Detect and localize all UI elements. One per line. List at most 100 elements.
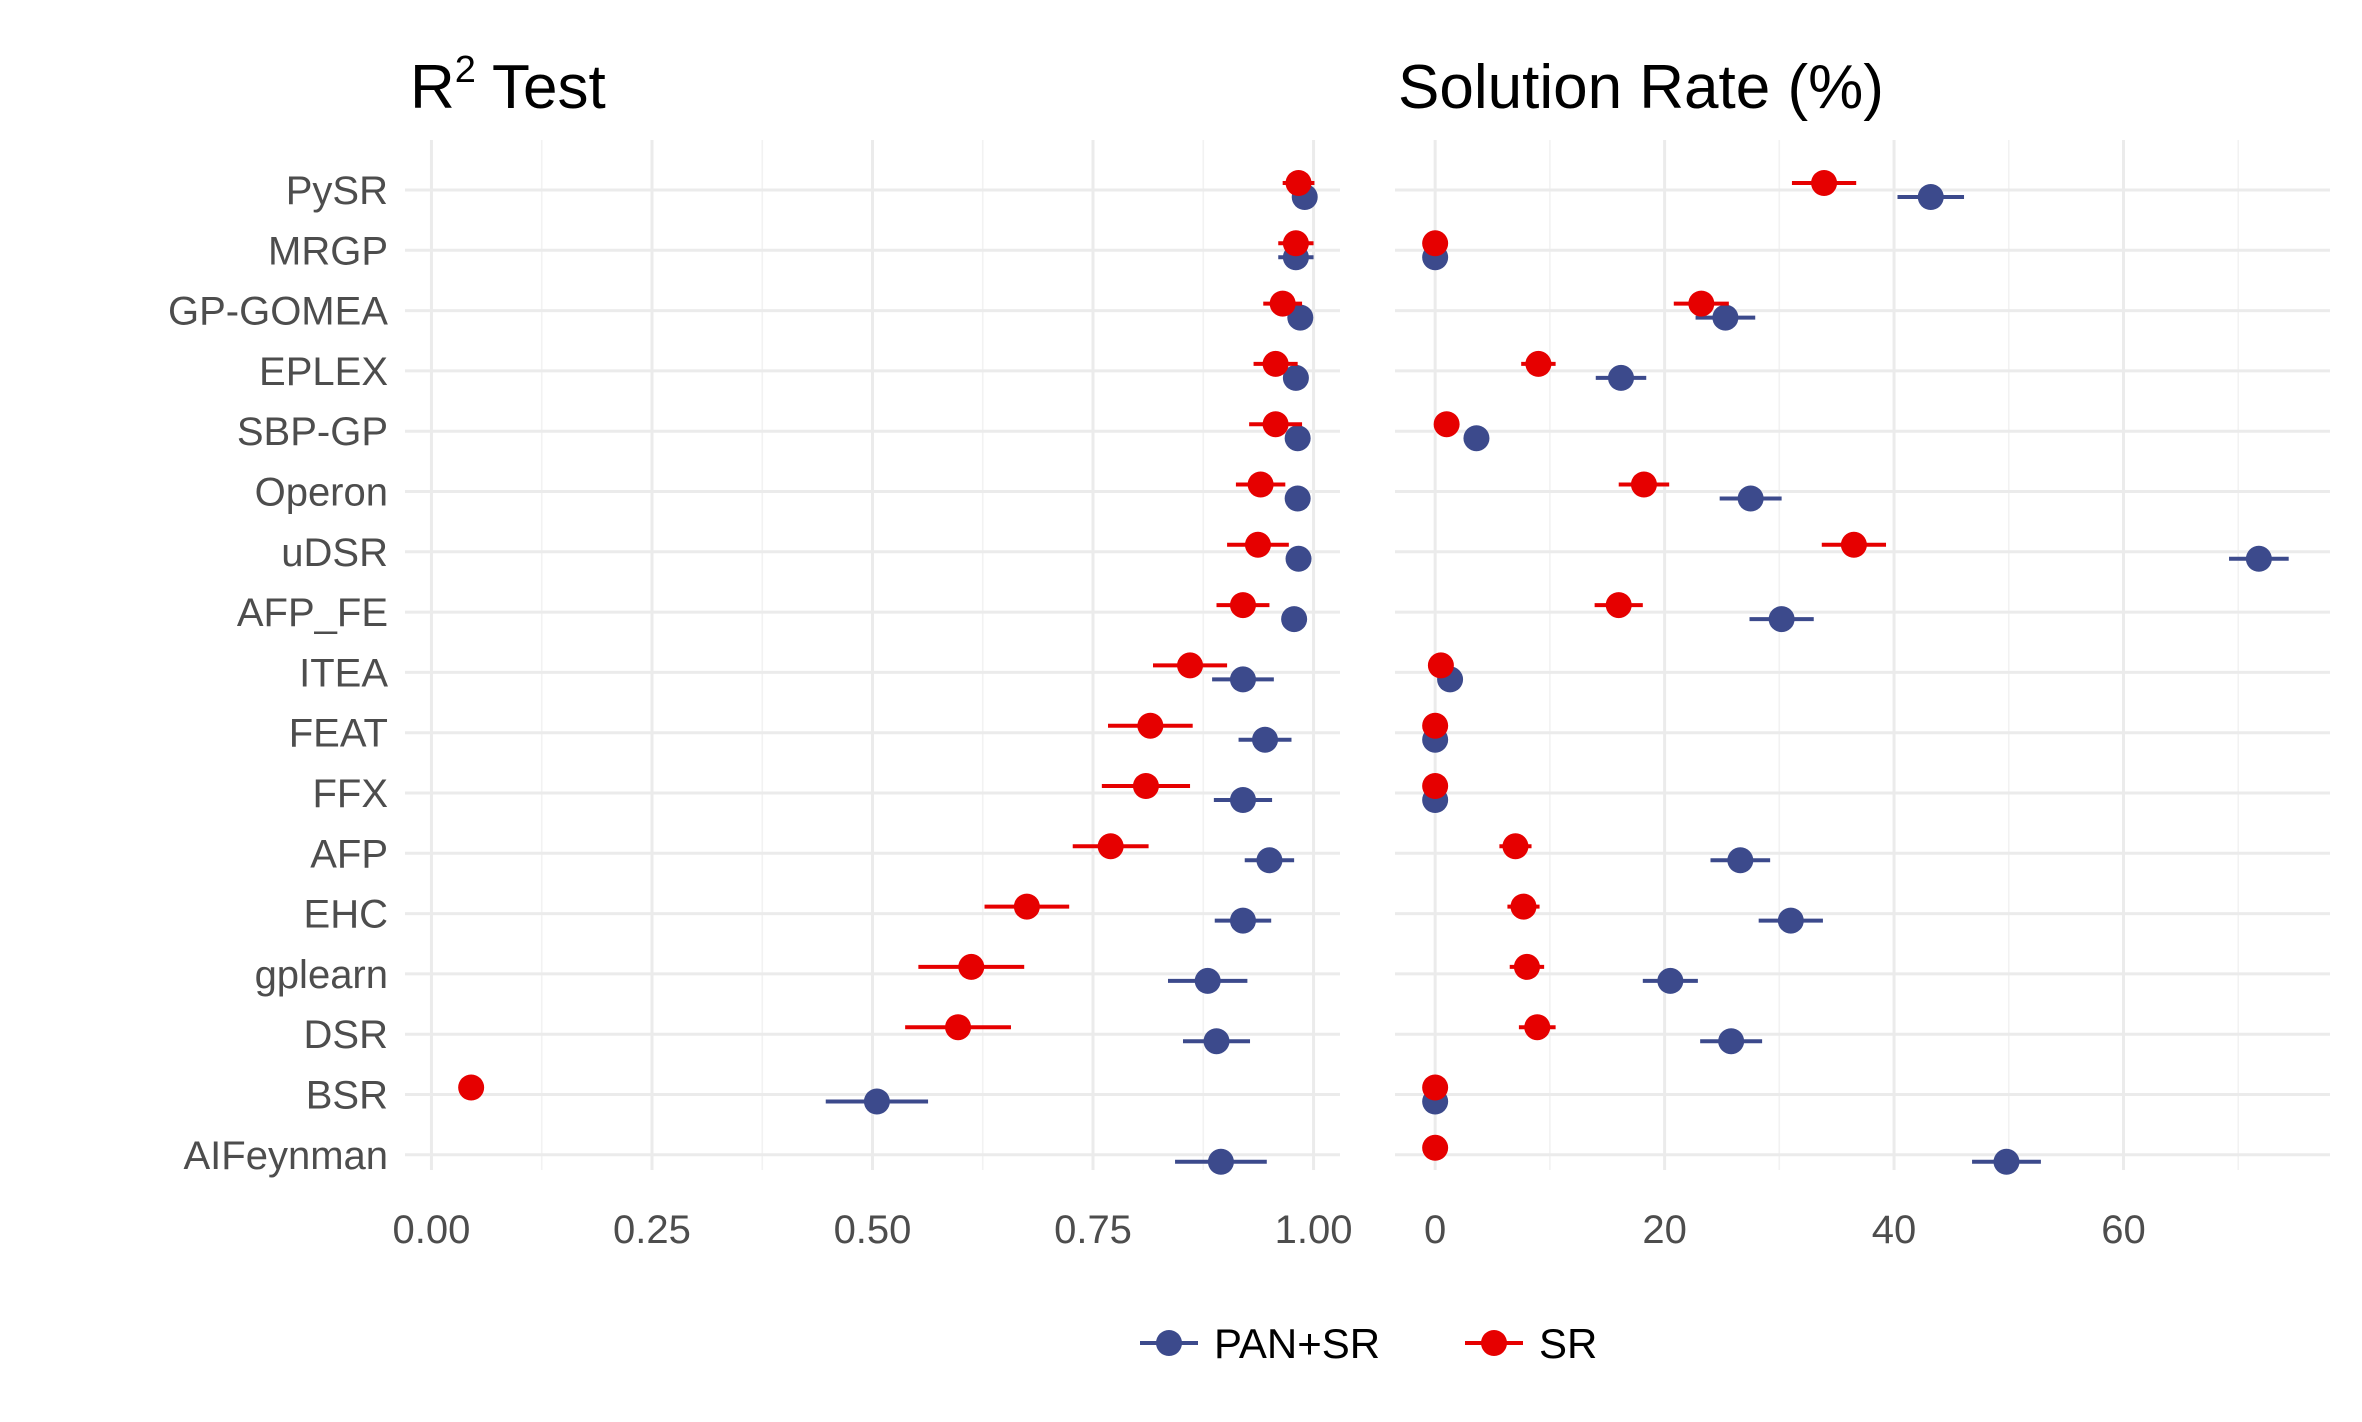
data-point xyxy=(1244,531,1271,558)
data-point xyxy=(1427,652,1454,679)
data-point xyxy=(1229,787,1256,813)
data-point xyxy=(1262,350,1289,377)
data-point xyxy=(1811,170,1838,196)
data-point xyxy=(1262,411,1289,438)
data-point xyxy=(1840,531,1867,558)
data-point xyxy=(1247,471,1274,498)
data-point xyxy=(1132,773,1159,799)
data-point xyxy=(1013,893,1040,920)
x-tick-label: 0.75 xyxy=(1054,1208,1132,1252)
data-point xyxy=(1203,1028,1230,1055)
series-sr xyxy=(458,170,1315,1101)
data-point xyxy=(1422,773,1449,799)
panel-title: Solution Rate (%) xyxy=(1398,53,1884,122)
data-point xyxy=(1510,893,1537,920)
grid xyxy=(405,140,1340,1170)
data-point xyxy=(1269,290,1296,317)
y-category-label: EHC xyxy=(304,893,388,937)
legend-item: PAN+SR xyxy=(1140,1320,1380,1367)
data-point xyxy=(1282,230,1309,257)
series-pan-sr xyxy=(825,184,1318,1175)
series-sr xyxy=(1422,170,1887,1161)
data-point xyxy=(1502,833,1529,860)
data-point xyxy=(1422,712,1449,739)
data-point xyxy=(1229,592,1256,619)
data-point xyxy=(1727,847,1754,874)
data-point xyxy=(1524,1014,1551,1041)
y-category-label: AIFeynman xyxy=(183,1134,388,1178)
legend-label: PAN+SR xyxy=(1214,1320,1380,1367)
data-point xyxy=(1285,170,1312,196)
data-point xyxy=(1284,485,1311,512)
data-point xyxy=(1097,833,1124,860)
y-category-label: DSR xyxy=(304,1013,388,1057)
data-point xyxy=(1718,1028,1745,1055)
data-point xyxy=(1282,364,1309,391)
data-point xyxy=(1284,425,1311,452)
panel-title: R2 Test xyxy=(410,49,606,122)
solution-rate-panel: 0 20 40 60 Solution Rate (%) xyxy=(1395,53,2330,1252)
y-category-label: BSR xyxy=(306,1074,388,1118)
y-category-label: gplearn xyxy=(255,953,388,997)
data-point xyxy=(1422,230,1449,257)
x-tick-label: 20 xyxy=(1642,1208,1687,1252)
y-category-label: AFP_FE xyxy=(237,591,388,635)
y-category-label: Operon xyxy=(255,471,388,515)
x-tick-label: 60 xyxy=(2101,1208,2146,1252)
data-point xyxy=(1630,471,1657,498)
x-tick-label: 0.50 xyxy=(834,1208,912,1252)
data-point xyxy=(1229,907,1256,934)
y-category-label: SBP-GP xyxy=(237,410,388,454)
data-point xyxy=(945,1014,972,1041)
data-point xyxy=(1513,953,1540,980)
data-point xyxy=(1917,184,1944,210)
title-superscript: 2 xyxy=(455,49,476,91)
data-point xyxy=(1281,606,1308,633)
title-suffix: Test xyxy=(476,53,606,122)
data-point xyxy=(1993,1148,2020,1175)
r2-test-panel: 0.00 0.25 0.50 0.75 1.00 R2 Test xyxy=(393,49,1353,1252)
grid xyxy=(1395,140,2330,1170)
data-point xyxy=(1229,666,1256,693)
y-category-label: AFP xyxy=(310,832,388,876)
x-tick-label: 40 xyxy=(1872,1208,1917,1252)
x-tick-label: 0.00 xyxy=(393,1208,471,1252)
data-point xyxy=(1525,350,1552,377)
data-point xyxy=(458,1074,485,1101)
data-point xyxy=(1657,967,1684,994)
data-point xyxy=(1777,907,1804,934)
y-category-label: GP-GOMEA xyxy=(168,290,388,334)
x-axis-tick-labels: 0 20 40 60 xyxy=(1424,1208,2146,1252)
data-point xyxy=(1207,1148,1234,1175)
y-category-label: uDSR xyxy=(281,531,388,575)
x-tick-label: 0 xyxy=(1424,1208,1446,1252)
y-category-label: MRGP xyxy=(268,229,388,273)
y-category-label: EPLEX xyxy=(259,350,388,394)
data-point xyxy=(1252,726,1279,753)
x-tick-label: 1.00 xyxy=(1275,1208,1353,1252)
data-point xyxy=(863,1088,890,1115)
data-point xyxy=(1605,592,1632,619)
y-category-label: PySR xyxy=(286,169,388,213)
data-point xyxy=(1287,304,1314,331)
data-point xyxy=(958,953,985,980)
y-axis-category-labels: PySR MRGP GP-GOMEA EPLEX SBP-GP Operon uDSR AFP… xyxy=(168,169,388,1178)
data-point xyxy=(1463,425,1490,452)
legend-key-dot xyxy=(1481,1330,1507,1356)
data-point xyxy=(1285,545,1312,572)
data-point xyxy=(1177,652,1204,679)
data-point xyxy=(1737,485,1764,512)
y-category-label: ITEA xyxy=(299,651,388,695)
data-point xyxy=(1688,290,1715,317)
data-point xyxy=(1712,304,1739,331)
x-tick-label: 0.25 xyxy=(613,1208,691,1252)
legend-key-dot xyxy=(1156,1330,1182,1356)
data-point xyxy=(1433,411,1460,438)
data-point xyxy=(1608,364,1635,391)
y-category-label: FFX xyxy=(312,772,388,816)
x-axis-tick-labels: 0.00 0.25 0.50 0.75 1.00 xyxy=(393,1208,1353,1252)
data-point xyxy=(1137,712,1164,739)
legend-item: SR xyxy=(1465,1320,1597,1367)
